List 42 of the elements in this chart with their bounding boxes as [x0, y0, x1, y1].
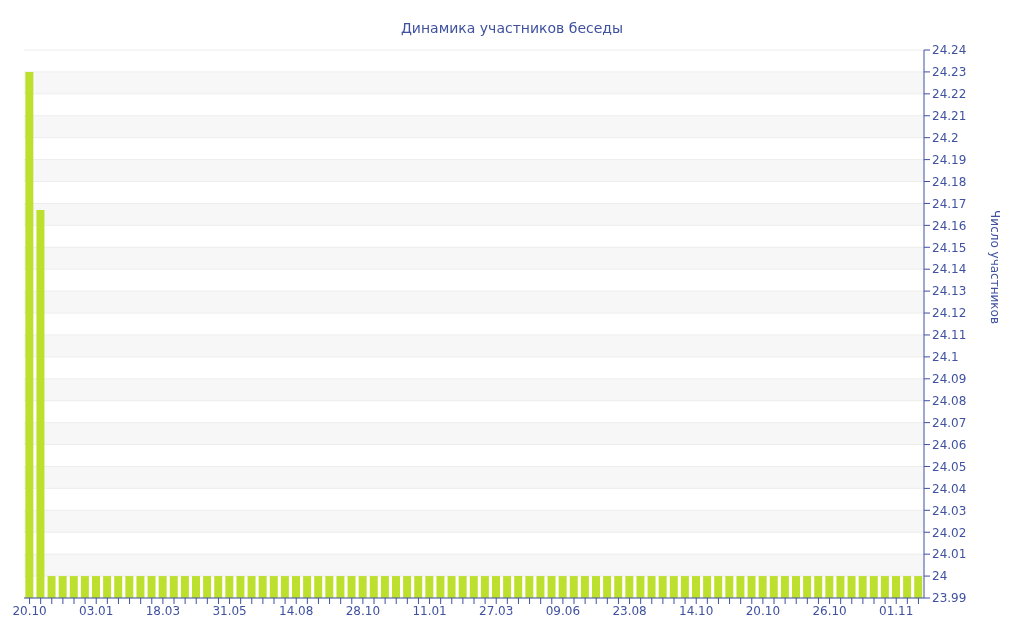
x-tick-label: 27.03	[479, 603, 514, 618]
y-tick-label: 24.16	[932, 218, 967, 233]
x-tick-label: 31.05	[212, 603, 247, 618]
y-tick-label: 24.01	[932, 547, 967, 562]
y-tick-label: 24.22	[932, 87, 967, 102]
x-tick-label: 28.10	[345, 603, 381, 618]
x-tick-label: 18.03	[145, 603, 181, 618]
y-tick-label: 24.15	[932, 240, 967, 255]
x-tick-label: 14.08	[279, 603, 314, 618]
x-tick-label: 14.10	[679, 603, 714, 618]
y-tick-label: 24.17	[932, 196, 967, 211]
y-tick-label: 24.21	[932, 109, 967, 124]
x-tick-label: 20.10	[745, 603, 781, 618]
x-tick-label: 26.10	[812, 603, 847, 618]
y-tick-label: 24.07	[932, 415, 967, 430]
x-tick-label: 09.06	[545, 603, 581, 618]
x-tick-label: 23.08	[612, 603, 647, 618]
y-tick-label: 24.04	[932, 481, 967, 496]
y-tick-label: 24.12	[932, 306, 967, 321]
y-tick-label: 24.05	[932, 459, 967, 474]
y-axis-title: Число участников	[987, 210, 1002, 324]
x-tick-label: 20.10	[12, 603, 47, 618]
y-tick-label: 24.18	[932, 174, 967, 189]
y-tick-label: 24.14	[932, 262, 967, 277]
y-tick-label: 24.09	[932, 372, 967, 387]
y-tick-label: 23.99	[932, 591, 967, 606]
x-tick-label: 11.01	[412, 603, 447, 618]
y-tick-label: 24.24	[932, 43, 967, 58]
y-tick-label: 24.23	[932, 65, 967, 80]
y-tick-label: 24.03	[932, 503, 967, 518]
y-tick-label: 24.1	[932, 350, 959, 365]
y-tick-label: 24.2	[932, 130, 959, 145]
y-tick-label: 24.11	[932, 328, 967, 343]
y-tick-label: 24.06	[932, 437, 967, 452]
x-tick-label: 03.01	[79, 603, 114, 618]
chart-title: Динамика участников беседы	[399, 20, 625, 36]
y-tick-label: 24	[932, 569, 948, 584]
y-tick-label: 24.02	[932, 525, 967, 540]
y-tick-label: 24.19	[932, 152, 967, 167]
x-tick-label: 01.11	[879, 603, 914, 618]
y-tick-label: 24.13	[932, 284, 967, 299]
y-tick-label: 24.08	[932, 393, 967, 408]
